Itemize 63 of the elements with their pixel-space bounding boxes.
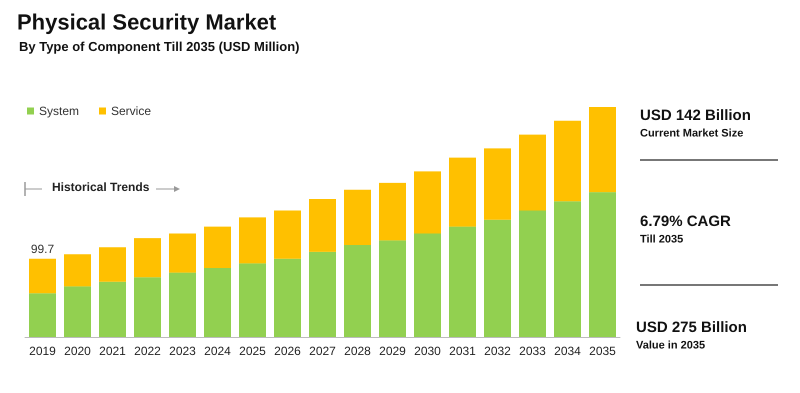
bar (449, 158, 476, 227)
bar (204, 268, 231, 337)
x-tick-label: 2027 (309, 344, 336, 358)
bar (239, 263, 266, 337)
bar (554, 201, 581, 337)
bar (169, 234, 196, 273)
x-tick-label: 2024 (204, 344, 232, 358)
annotation: Historical Trends (52, 180, 150, 194)
annotation: 99.7 (30, 242, 54, 256)
legend-label: System (39, 104, 80, 118)
bar (29, 258, 56, 294)
bar (344, 245, 371, 337)
x-tick-label: 2029 (379, 344, 406, 358)
x-tick-label: 2030 (414, 344, 442, 358)
legend-label: Service (111, 104, 152, 118)
text: Till 2035 (640, 234, 684, 246)
bar (379, 240, 406, 337)
bar (99, 247, 126, 282)
bar (64, 254, 91, 286)
x-tick-label: 2019 (29, 344, 56, 358)
bar (519, 210, 546, 337)
bar (204, 226, 231, 268)
bar (589, 192, 616, 337)
bar (484, 148, 511, 220)
x-tick-label: 2025 (239, 344, 266, 358)
bar (449, 226, 476, 337)
bar (274, 210, 301, 259)
bar (239, 217, 266, 264)
chart-title: Physical Security Market (17, 10, 277, 34)
bar (414, 171, 441, 234)
bar (134, 277, 161, 337)
bar (169, 272, 196, 337)
bar (414, 234, 441, 337)
bar (309, 199, 336, 252)
bar (274, 258, 301, 337)
x-tick-label: 2034 (554, 344, 582, 358)
x-tick-label: 2023 (169, 344, 196, 358)
x-tick-label: 2021 (99, 344, 126, 358)
chart-subtitle: By Type of Component Till 2035 (USD Million) (19, 39, 300, 54)
x-tick-label: 2035 (589, 344, 616, 358)
bar (134, 238, 161, 278)
bar (519, 134, 546, 210)
text: Value in 2035 (636, 340, 706, 352)
bar (344, 190, 371, 245)
bar (484, 220, 511, 337)
text: 6.79% CAGR (640, 213, 732, 230)
x-tick-label: 2033 (519, 344, 546, 358)
x-tick-label: 2020 (64, 344, 92, 358)
bar (309, 252, 336, 337)
x-tick-label: 2028 (344, 344, 372, 358)
text: USD 275 Billion (636, 319, 747, 336)
x-tick-label: 2032 (484, 344, 512, 358)
text: Current Market Size (640, 128, 744, 140)
bar (379, 182, 406, 240)
bar (64, 286, 91, 337)
x-tick-label: 2026 (274, 344, 302, 358)
bar (99, 282, 126, 337)
x-tick-label: 2031 (449, 344, 476, 358)
bar (29, 293, 56, 337)
bar (554, 120, 581, 202)
x-tick-label: 2022 (134, 344, 162, 358)
text: USD 142 Billion (640, 107, 751, 124)
bar (589, 107, 616, 192)
